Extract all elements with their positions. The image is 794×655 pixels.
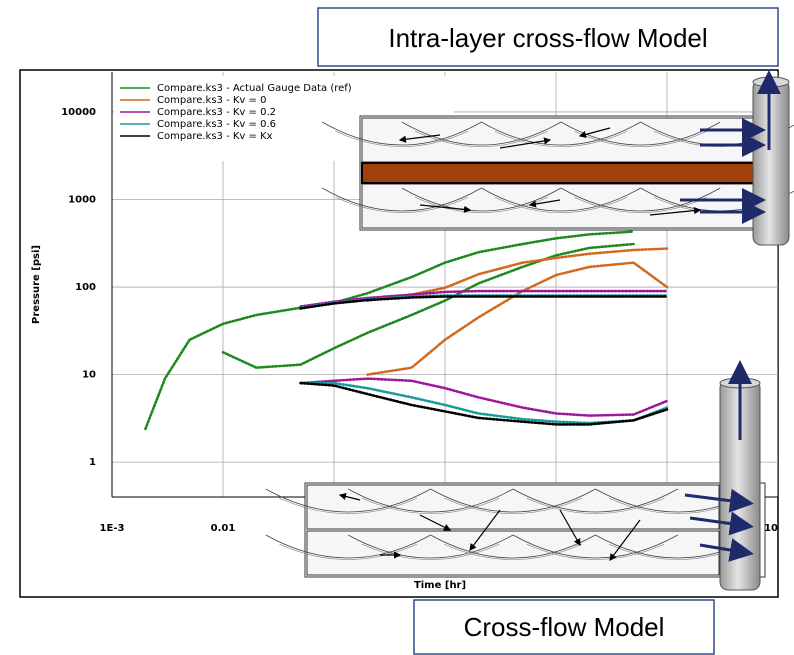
flow-arrow: [609, 519, 641, 561]
bedding-arc: [322, 121, 482, 146]
shale-barrier: [361, 162, 761, 184]
bedding-arc: [265, 534, 431, 559]
bedding-arc: [560, 187, 721, 212]
bedding-arc: [430, 488, 596, 513]
x-tick-label: 1000: [764, 523, 792, 534]
x-tick-label: 1E-3: [100, 523, 125, 534]
inflow-arrow: [699, 538, 754, 562]
bedding-arc: [279, 497, 417, 514]
y-tick-label: 100: [75, 282, 96, 293]
rock-layer: [306, 530, 720, 576]
bedding-arc: [444, 497, 582, 514]
wellbore-top: [752, 76, 790, 88]
caption-box: [317, 7, 779, 67]
pressure-line: [299, 289, 669, 308]
y-tick-label: 1: [89, 457, 96, 468]
y-tick-label: 10000: [61, 107, 96, 118]
bedding-arc: [401, 121, 562, 146]
bedding-arc: [526, 543, 665, 560]
flow-arrow: [469, 509, 501, 551]
bedding-arc: [361, 543, 500, 560]
flow-arrow: [578, 127, 611, 138]
caption: Intra-layer cross-flow Model: [388, 23, 707, 53]
wellbore: [752, 79, 790, 246]
y-tick-label: 1000: [68, 195, 96, 206]
bedding-arc: [512, 488, 678, 513]
caption: Cross-flow Model: [464, 612, 665, 642]
bedding-arc: [265, 488, 431, 513]
legend-label: Compare.ks3 - Kv = 0: [157, 95, 266, 106]
caption-box: [413, 599, 715, 655]
bedding-arc: [444, 543, 582, 560]
bedding-arc: [279, 543, 417, 560]
y-axis-label: Pressure [psi]: [31, 245, 42, 324]
legend-label: Compare.ks3 - Kv = 0.2: [157, 107, 276, 118]
inflow-arrow: [689, 511, 754, 536]
rock-layer: [361, 117, 761, 163]
bedding-arc: [481, 121, 641, 146]
flow-arrow: [338, 492, 361, 501]
pressure-line: [299, 295, 669, 310]
x-axis-label: Time [hr]: [414, 580, 466, 591]
bedding-arc: [401, 187, 562, 212]
legend-label: Compare.ks3 - Kv = Kx: [157, 131, 273, 142]
legend-label: Compare.ks3 - Kv = 0.6: [157, 119, 276, 130]
derivative-line: [299, 381, 669, 426]
rock-layer: [306, 484, 720, 530]
flow-arrow: [528, 199, 561, 208]
inflow-arrow: [684, 488, 754, 513]
flow-arrow: [559, 509, 581, 547]
flow-arrow: [499, 137, 552, 149]
y-tick-label: 10: [82, 370, 96, 381]
bedding-arc: [512, 534, 678, 559]
flow-arrow: [419, 204, 472, 213]
bedding-arc: [481, 187, 641, 212]
bedding-arc: [494, 196, 628, 213]
flow-arrow: [649, 207, 702, 216]
bedding-arc: [574, 130, 708, 147]
derivative-line: [299, 377, 669, 417]
pressure-line: [366, 247, 669, 302]
bedding-arc: [494, 130, 628, 147]
pressure-line: [144, 230, 635, 431]
bedding-arc: [361, 497, 500, 514]
bedding-arc: [335, 130, 469, 147]
bedding-arc: [526, 497, 665, 514]
bedding-arc: [348, 488, 514, 513]
x-tick-label: 0.01: [211, 523, 236, 534]
rock-layer: [361, 183, 761, 229]
bedding-arc: [574, 196, 708, 213]
flow-arrow: [398, 134, 441, 143]
bedding-arc: [348, 534, 514, 559]
bedding-arc: [322, 187, 482, 212]
flow-arrow: [419, 514, 452, 531]
bedding-arc: [414, 130, 548, 147]
bedding-arc: [335, 196, 469, 213]
legend-label: Compare.ks3 - Actual Gauge Data (ref): [157, 83, 352, 94]
derivative-line: [221, 242, 635, 369]
